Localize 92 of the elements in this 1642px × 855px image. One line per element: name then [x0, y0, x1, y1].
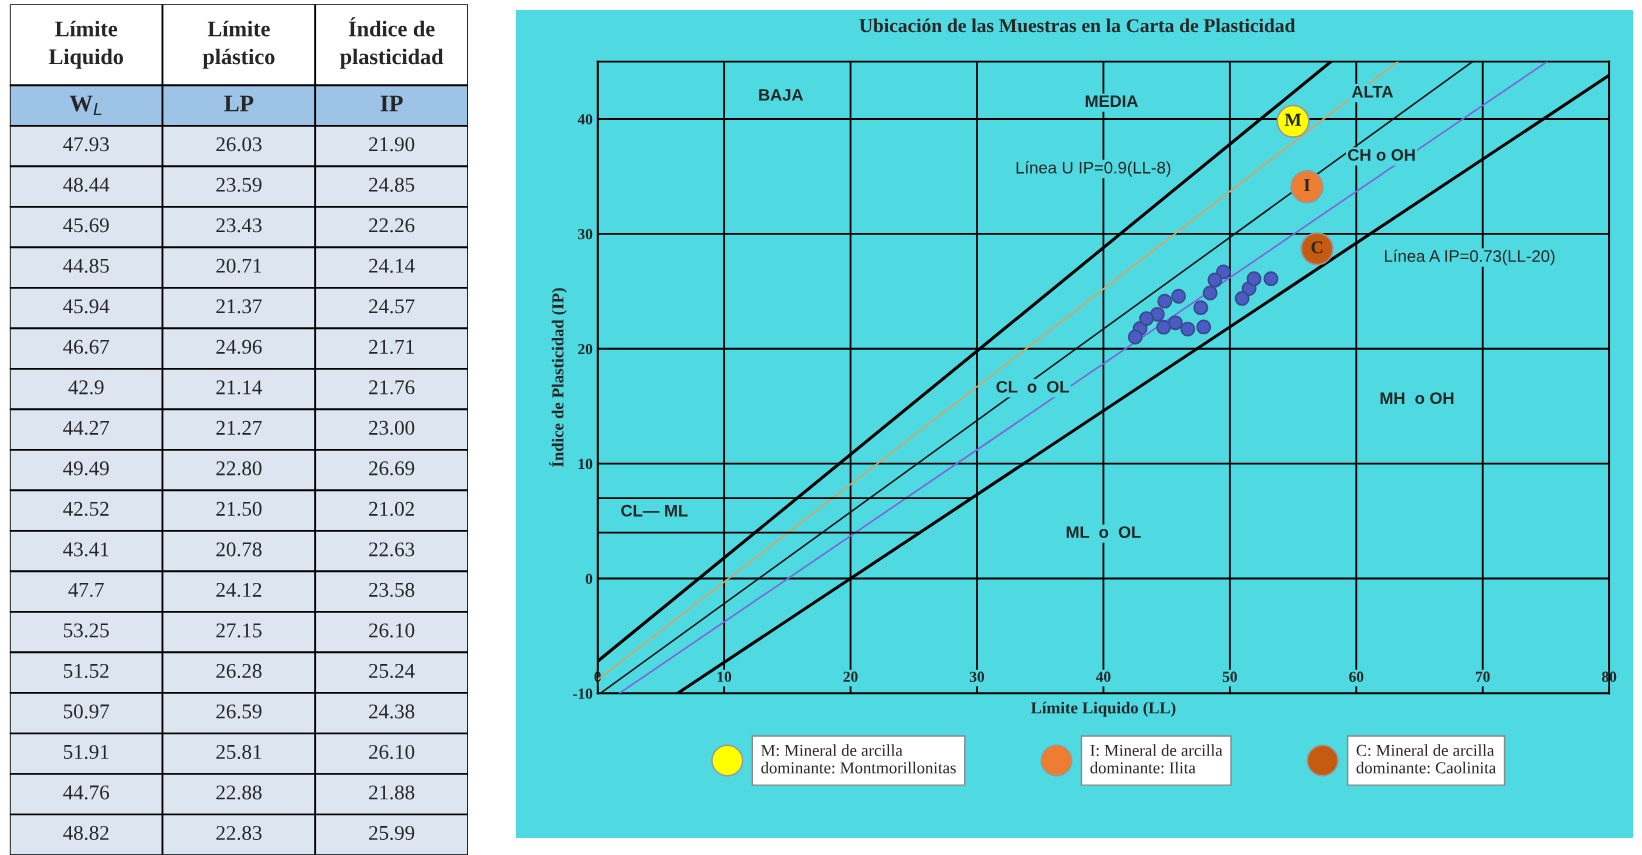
y-axis-title: Índice de Plasticidad (IP) — [549, 288, 567, 467]
text: 24.57 — [369, 299, 415, 314]
text: 20.71 — [216, 258, 262, 273]
y-tick-label: 20 — [578, 343, 593, 355]
x-tick-label: 50 — [1222, 671, 1237, 682]
x-tick-label: 60 — [1349, 671, 1364, 682]
data-label: I — [1304, 179, 1310, 192]
text: 22.80 — [216, 461, 262, 476]
text: 47.7 — [68, 582, 104, 597]
text: 24.96 — [216, 339, 262, 354]
text: 21.88 — [369, 785, 415, 800]
x-tick-label: 20 — [843, 671, 858, 682]
text: 26.69 — [369, 461, 415, 476]
text: 26.10 — [369, 623, 415, 638]
text: 46.67 — [63, 339, 110, 354]
text: 23.00 — [369, 420, 415, 435]
x-tick-label: 40 — [1096, 671, 1111, 682]
text: LP — [224, 95, 254, 112]
text: 47.93 — [63, 137, 109, 152]
y-tick-label: 0 — [585, 573, 593, 584]
text: 42.9 — [68, 380, 104, 395]
text: 44.85 — [63, 258, 109, 273]
text: 42.52 — [63, 501, 109, 516]
text: 26.10 — [369, 744, 415, 760]
x-axis-title: Límite Liquido (LL) — [1031, 701, 1176, 717]
legend-label: C: Mineral de arcilla dominante: Caolinita — [1356, 744, 1496, 774]
text: 21.71 — [369, 339, 414, 354]
category-label: Límite Liquido — [48, 20, 124, 69]
text: 44.76 — [63, 785, 110, 800]
text: 48.44 — [63, 177, 110, 192]
text: 24.12 — [216, 582, 262, 597]
text: 21.27 — [216, 420, 262, 435]
text: 26.59 — [216, 704, 262, 719]
annotation: MH o OH — [1380, 392, 1454, 405]
text: 20.78 — [216, 542, 262, 557]
text: 22.83 — [216, 825, 262, 841]
text: 25.99 — [369, 825, 415, 841]
annotation: Línea U IP=0.9(LL-8) — [1016, 161, 1171, 177]
text: 45.94 — [63, 299, 110, 314]
data-label: M — [1284, 113, 1302, 126]
y-tick-label: 40 — [577, 114, 593, 125]
annotation: CL o OL — [996, 380, 1069, 393]
x-tick-label: 70 — [1475, 671, 1490, 682]
text: 23.59 — [216, 177, 262, 192]
annotation: CH o OH — [1348, 149, 1415, 161]
annotation: ML o OL — [1066, 526, 1141, 539]
y-tick-label: 10 — [578, 458, 593, 470]
text: 50.97 — [63, 704, 110, 719]
text: 26.03 — [216, 137, 262, 152]
text: 21.90 — [369, 137, 415, 152]
annotation: BAJA — [759, 89, 804, 101]
y-tick-label: -10 — [573, 688, 593, 699]
text: 21.14 — [216, 380, 263, 395]
text: 25.81 — [216, 744, 262, 760]
legend-label: I: Mineral de arcilla dominante: Ilita — [1090, 744, 1223, 774]
text: 26.28 — [216, 663, 262, 679]
category-label: Límite plástico — [202, 20, 275, 69]
annotation: ALTA — [1351, 86, 1394, 98]
text: 21.50 — [216, 501, 262, 516]
y-tick-label: 30 — [578, 229, 593, 240]
chart-title: Ubicación de las Muestras en la Carta de Plasticidad — [859, 18, 1296, 33]
text: IP — [380, 95, 403, 112]
text: 25.24 — [369, 663, 415, 679]
text: 24.85 — [369, 177, 415, 192]
text: 21.02 — [369, 501, 414, 516]
text: 22.88 — [216, 785, 262, 800]
x-tick-label: 10 — [717, 671, 732, 682]
text: 23.43 — [216, 218, 262, 233]
annotation: CL— ML — [621, 504, 688, 517]
text: 53.25 — [63, 623, 109, 638]
annotation: Línea A IP=0.73(LL-20) — [1385, 249, 1555, 266]
text: 24.14 — [369, 258, 415, 273]
text: 21.76 — [369, 380, 415, 395]
text: 44.27 — [63, 420, 110, 435]
text: 51.52 — [63, 663, 109, 679]
text: 21.37 — [216, 299, 262, 314]
text: 43.41 — [63, 542, 109, 557]
text: W$_{L}$ — [69, 95, 102, 115]
text: 22.63 — [369, 542, 415, 557]
text: 23.58 — [369, 582, 415, 597]
x-tick-label: 30 — [969, 671, 985, 682]
legend-label: M: Mineral de arcilla dominante: Montmorillonitas — [761, 744, 956, 774]
text: 24.38 — [369, 704, 415, 719]
text: 51.91 — [63, 744, 109, 760]
text: 45.69 — [63, 218, 109, 233]
text: 49.49 — [63, 461, 109, 476]
text: 27.15 — [216, 623, 262, 638]
category-label: Índice de plasticidad — [340, 17, 444, 69]
annotation: MEDIA — [1085, 95, 1138, 107]
data-label: C — [1311, 241, 1323, 254]
text: 48.82 — [63, 825, 109, 841]
text: 22.26 — [369, 218, 415, 233]
